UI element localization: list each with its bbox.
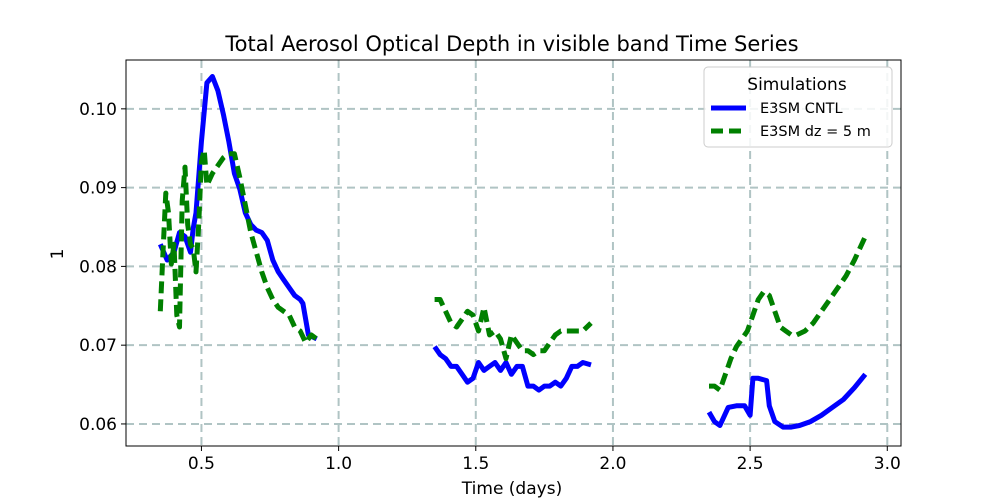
x-tick-label: 1.5 [462, 454, 489, 474]
y-tick-label: 0.10 [79, 100, 117, 120]
chart-title: Total Aerosol Optical Depth in visible b… [224, 32, 798, 56]
legend: Simulations E3SM CNTL E3SM dz = 5 m [703, 66, 893, 148]
series-line-e3sm-dz5-segment-2 [434, 297, 593, 362]
x-tick-label: 3.0 [874, 454, 901, 474]
x-axis-label: Time (days) [461, 479, 562, 499]
legend-title: Simulations [747, 75, 847, 95]
y-tick-label: 0.09 [79, 179, 117, 199]
ticks: 0.5 1.0 1.5 2.0 2.5 3.0 0.06 0.07 0.08 0.09 0.10 [79, 100, 901, 474]
legend-box [703, 66, 893, 148]
series-line-e3sm-dz5-segment-3 [709, 235, 868, 393]
y-tick-label: 0.08 [79, 257, 117, 277]
x-tick-label: 2.0 [599, 454, 626, 474]
series-line-e3sm-cntl-segment-3 [706, 372, 868, 430]
legend-label-e3sm-dz5: E3SM dz = 5 m [760, 124, 871, 140]
y-tick-label: 0.07 [79, 336, 117, 356]
series-line-e3sm-cntl-segment-2 [432, 345, 592, 393]
y-axis-label: 1 [48, 249, 68, 260]
x-tick-label: 0.5 [188, 454, 215, 474]
plot-frame [125, 59, 902, 447]
x-tick-label: 1.0 [325, 454, 352, 474]
series-line-e3sm-dz5-segment-1 [157, 147, 319, 346]
series-line-e3sm-cntl-segment-1 [158, 74, 318, 342]
y-tick-label: 0.06 [79, 415, 117, 435]
series-layer [157, 74, 868, 430]
x-tick-label: 2.5 [737, 454, 764, 474]
legend-label-e3sm-cntl: E3SM CNTL [760, 101, 843, 117]
